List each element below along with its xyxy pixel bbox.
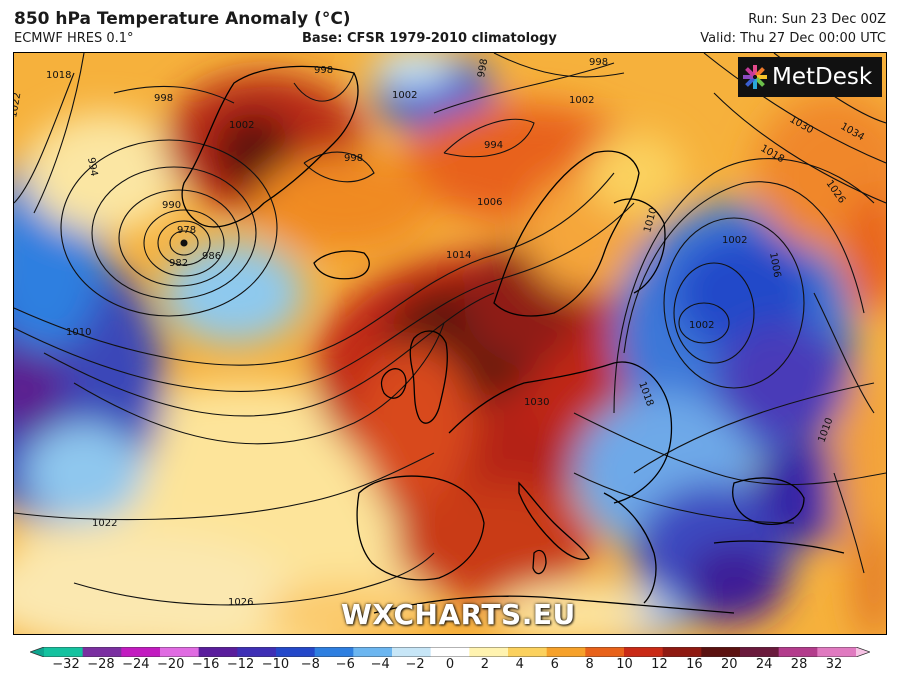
colorbar-segment <box>314 647 354 657</box>
isobar-label: 1002 <box>689 320 714 331</box>
metdesk-logo-text: MetDesk <box>772 64 873 90</box>
colorbar-segment <box>237 647 277 657</box>
climatology-base: Base: CFSR 1979-2010 climatology <box>302 31 557 46</box>
colorbar-segment <box>121 647 161 657</box>
colorbar-tick-label: 32 <box>825 657 843 672</box>
colorbar-tick-label: 2 <box>480 657 490 672</box>
isobar-label: 998 <box>476 58 490 79</box>
colorbar-segment <box>662 647 702 657</box>
isobar-label: 1022 <box>14 92 23 119</box>
anomaly-map: 1018 1022 994 998 1002 998 998 1002 998 … <box>13 52 887 635</box>
colorbar-segment <box>160 647 200 657</box>
isobar-label: 994 <box>85 157 99 178</box>
colorbar-tick-label: 8 <box>585 657 594 672</box>
valid-time: Valid: Thu 27 Dec 00:00 UTC <box>700 31 886 46</box>
colorbar-tick-label: 24 <box>755 657 773 672</box>
isobar-label: 1018 <box>46 70 71 81</box>
metdesk-logo-icon <box>743 65 767 89</box>
colorbar-tick-label: −32 <box>52 657 80 672</box>
isobar-label: 1006 <box>767 252 782 279</box>
colorbar-tick-label: 28 <box>790 657 808 672</box>
colorbar <box>28 642 872 658</box>
isobar-label: 998 <box>314 65 333 76</box>
colorbar-segment <box>82 647 122 657</box>
wxcharts-watermark: WXCHARTS.EU <box>341 598 576 631</box>
isobar-labels: 1018 1022 994 998 1002 998 998 1002 998 … <box>14 57 866 608</box>
anomaly-field <box>14 53 886 634</box>
colorbar-segment <box>624 647 664 657</box>
colorbar-segment <box>585 647 625 657</box>
colorbar-tick-label: 6 <box>550 657 559 672</box>
colorbar-tick-label: −20 <box>157 657 185 672</box>
isobar-label: 1006 <box>477 197 502 208</box>
metdesk-logo: MetDesk <box>738 57 882 97</box>
colorbar-segment <box>546 647 586 657</box>
isobar-label: 994 <box>484 140 503 151</box>
isobar-label: 1002 <box>229 120 254 131</box>
colorbar-segment <box>817 647 857 657</box>
colorbar-tick-label: −10 <box>261 657 290 672</box>
colorbar-segment <box>469 647 509 657</box>
isobar-label: 986 <box>202 251 221 262</box>
isobar-label: 998 <box>344 153 363 164</box>
colorbar-end-low <box>30 647 44 657</box>
colorbar-segment <box>508 647 548 657</box>
colorbar-tick-label: −2 <box>405 657 425 672</box>
colorbar-tick-label: −24 <box>122 657 150 672</box>
colorbar-end-high <box>856 647 870 657</box>
isobar-label: 978 <box>177 225 196 236</box>
isobar-label: 1002 <box>392 90 417 101</box>
colorbar-segment <box>701 647 741 657</box>
isobar-label: 998 <box>589 57 608 68</box>
isobar-label: 1030 <box>524 397 549 408</box>
colorbar-ticks: −32 −28 −24 −20 −16 −12 −10 −8 −6 −4 −2 0 2 4 6 8 10 12 16… <box>30 657 870 675</box>
colorbar-tick-label: −12 <box>226 657 255 672</box>
colorbar-segment <box>44 647 84 657</box>
colorbar-tick-label: 20 <box>720 657 738 672</box>
colorbar-segment <box>276 647 316 657</box>
colorbar-tick-label: −28 <box>87 657 115 672</box>
isobar-label: 1002 <box>722 235 747 246</box>
colorbar-tick-label: −8 <box>300 657 320 672</box>
colorbar-tick-label: 16 <box>686 657 703 672</box>
colorbar-tick-label: −16 <box>191 657 220 672</box>
model-name: ECMWF HRES 0.1° <box>14 31 134 46</box>
isobar-label: 990 <box>162 200 181 211</box>
colorbar-tick-label: 10 <box>616 657 633 672</box>
coastlines <box>181 65 845 614</box>
colorbar-segment <box>778 647 818 657</box>
isobar-label: 998 <box>154 93 173 104</box>
colorbar-segment <box>353 647 393 657</box>
colorbar-segment <box>198 647 238 657</box>
isobar-label: 1010 <box>66 327 91 338</box>
isobar-label: 982 <box>169 258 188 269</box>
colorbar-segment <box>392 647 432 657</box>
isobar-label: 1002 <box>569 95 594 106</box>
colorbar-segment <box>740 647 780 657</box>
colorbar-tick-label: 12 <box>651 657 668 672</box>
colorbar-segment <box>430 647 470 657</box>
colorbar-tick-label: 4 <box>515 657 524 672</box>
colorbar-tick-label: −4 <box>370 657 390 672</box>
chart-title: 850 hPa Temperature Anomaly (°C) <box>14 9 351 29</box>
colorbar-tick-label: −6 <box>335 657 355 672</box>
isobar-label: 1014 <box>446 250 471 261</box>
isobars <box>14 53 886 606</box>
colorbar-tick-label: 0 <box>445 657 455 672</box>
isobar-label: 1026 <box>228 597 253 608</box>
run-time: Run: Sun 23 Dec 00Z <box>748 12 886 27</box>
isobar-label: 1022 <box>92 518 117 529</box>
